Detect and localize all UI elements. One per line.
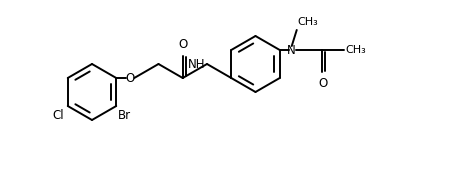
- Text: Br: Br: [118, 109, 132, 122]
- Text: O: O: [125, 71, 135, 84]
- Text: N: N: [287, 44, 296, 56]
- Text: O: O: [178, 38, 187, 51]
- Text: Cl: Cl: [52, 109, 64, 122]
- Text: O: O: [318, 77, 327, 90]
- Text: CH₃: CH₃: [346, 45, 366, 55]
- Text: NH: NH: [188, 57, 205, 70]
- Text: CH₃: CH₃: [298, 17, 319, 27]
